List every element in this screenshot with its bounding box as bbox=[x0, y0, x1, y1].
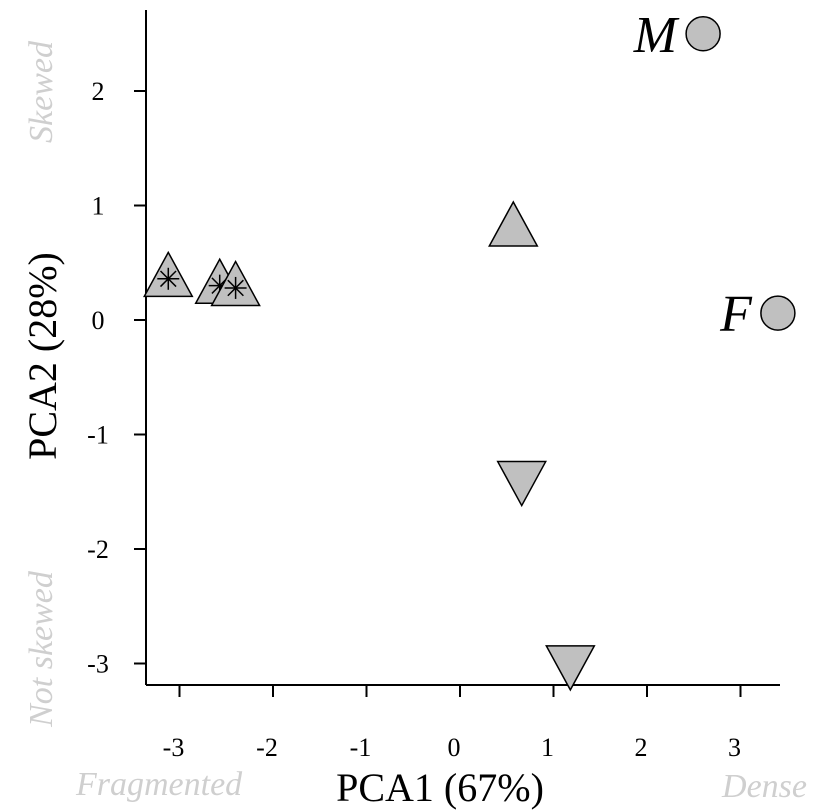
x-tick-label: -1 bbox=[350, 733, 372, 762]
triangle-down-point bbox=[545, 645, 596, 692]
y-low-annotation: Not skewed bbox=[23, 570, 60, 728]
x-low-annotation: Fragmented bbox=[75, 766, 243, 803]
x-tick-label: 0 bbox=[448, 733, 461, 762]
point-label: F bbox=[719, 286, 753, 343]
y-tick-label: -2 bbox=[87, 535, 109, 564]
x-tick-label: 3 bbox=[728, 733, 741, 762]
x-tick-label: 2 bbox=[635, 733, 648, 762]
circle-point bbox=[760, 295, 796, 331]
x-tick-label: -2 bbox=[256, 733, 278, 762]
y-tick-label: 1 bbox=[92, 192, 105, 221]
x-tick-label: -3 bbox=[163, 733, 185, 762]
y-high-annotation: Skewed bbox=[23, 40, 60, 143]
triangle-star-point bbox=[210, 259, 261, 307]
y-tick-label: -3 bbox=[87, 650, 109, 679]
y-tick-label: -1 bbox=[87, 421, 109, 450]
data-points bbox=[143, 16, 796, 692]
triangle-down-point bbox=[496, 460, 547, 508]
y-tick-label: 0 bbox=[92, 306, 105, 335]
x-high-annotation: Dense bbox=[721, 768, 807, 805]
x-tick-label: 1 bbox=[541, 733, 554, 762]
y-tick-label: 2 bbox=[92, 77, 105, 106]
circle-point bbox=[685, 16, 721, 52]
x-axis-title: PCA1 (67%) bbox=[336, 765, 544, 810]
triangle-up-point bbox=[488, 200, 539, 247]
axes: -3 -2 -1 0 1 2 -3 -2 -1 0 1 2 3 bbox=[87, 10, 780, 762]
x-ticks: -3 -2 -1 0 1 2 3 bbox=[163, 685, 742, 762]
triangle-star-point bbox=[143, 250, 194, 298]
y-ticks: -3 -2 -1 0 1 2 bbox=[87, 77, 146, 679]
point-labels: MF bbox=[633, 7, 753, 343]
point-label: M bbox=[633, 7, 680, 64]
y-axis-title: PCA2 (28%) bbox=[20, 252, 65, 460]
